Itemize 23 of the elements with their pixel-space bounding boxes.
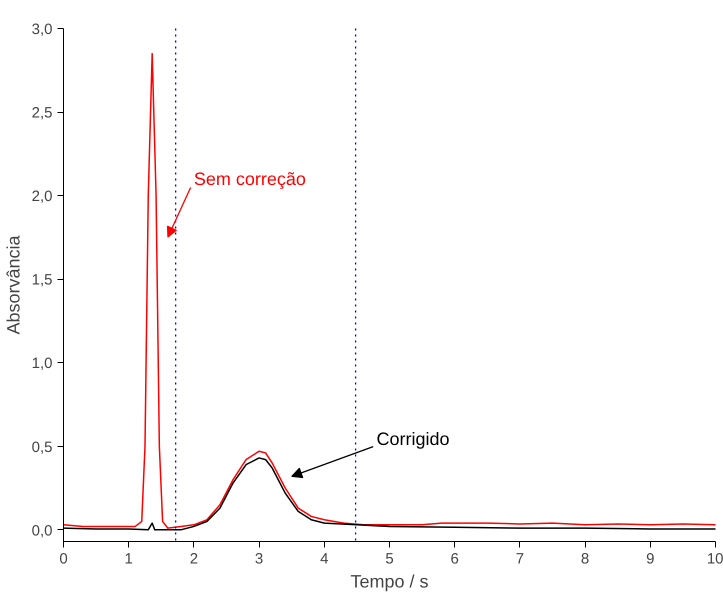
x-tick-label: 1	[124, 550, 133, 568]
y-tick-label: 2,0	[32, 188, 53, 206]
x-axis-title: Tempo / s	[350, 572, 429, 592]
annotation: Corrigido	[376, 428, 450, 449]
y-tick-label: 3,0	[32, 21, 53, 38]
x-tick-label: 2	[190, 550, 198, 568]
y-tick-label: 1,5	[32, 272, 53, 289]
x-tick-label: 10	[706, 550, 723, 568]
x-tick-label: 8	[580, 550, 590, 568]
x-tick-label: 7	[516, 550, 524, 568]
y-tick-label: 2,5	[32, 104, 53, 122]
annotation: Sem correção	[194, 168, 306, 189]
x-tick-label: 6	[450, 550, 459, 568]
y-tick-label: 0,0	[32, 522, 53, 540]
y-tick-label: 1,0	[32, 355, 53, 372]
x-tick-label: 0	[59, 550, 68, 568]
y-tick-label: 0,5	[32, 438, 53, 456]
x-tick-label: 4	[320, 550, 328, 568]
x-tick-label: 9	[646, 550, 654, 568]
x-tick-label: 3	[254, 550, 264, 568]
line-series	[64, 52, 716, 529]
y-axis-title: Absorvância	[4, 234, 24, 335]
x-tick-label: 5	[385, 550, 394, 568]
